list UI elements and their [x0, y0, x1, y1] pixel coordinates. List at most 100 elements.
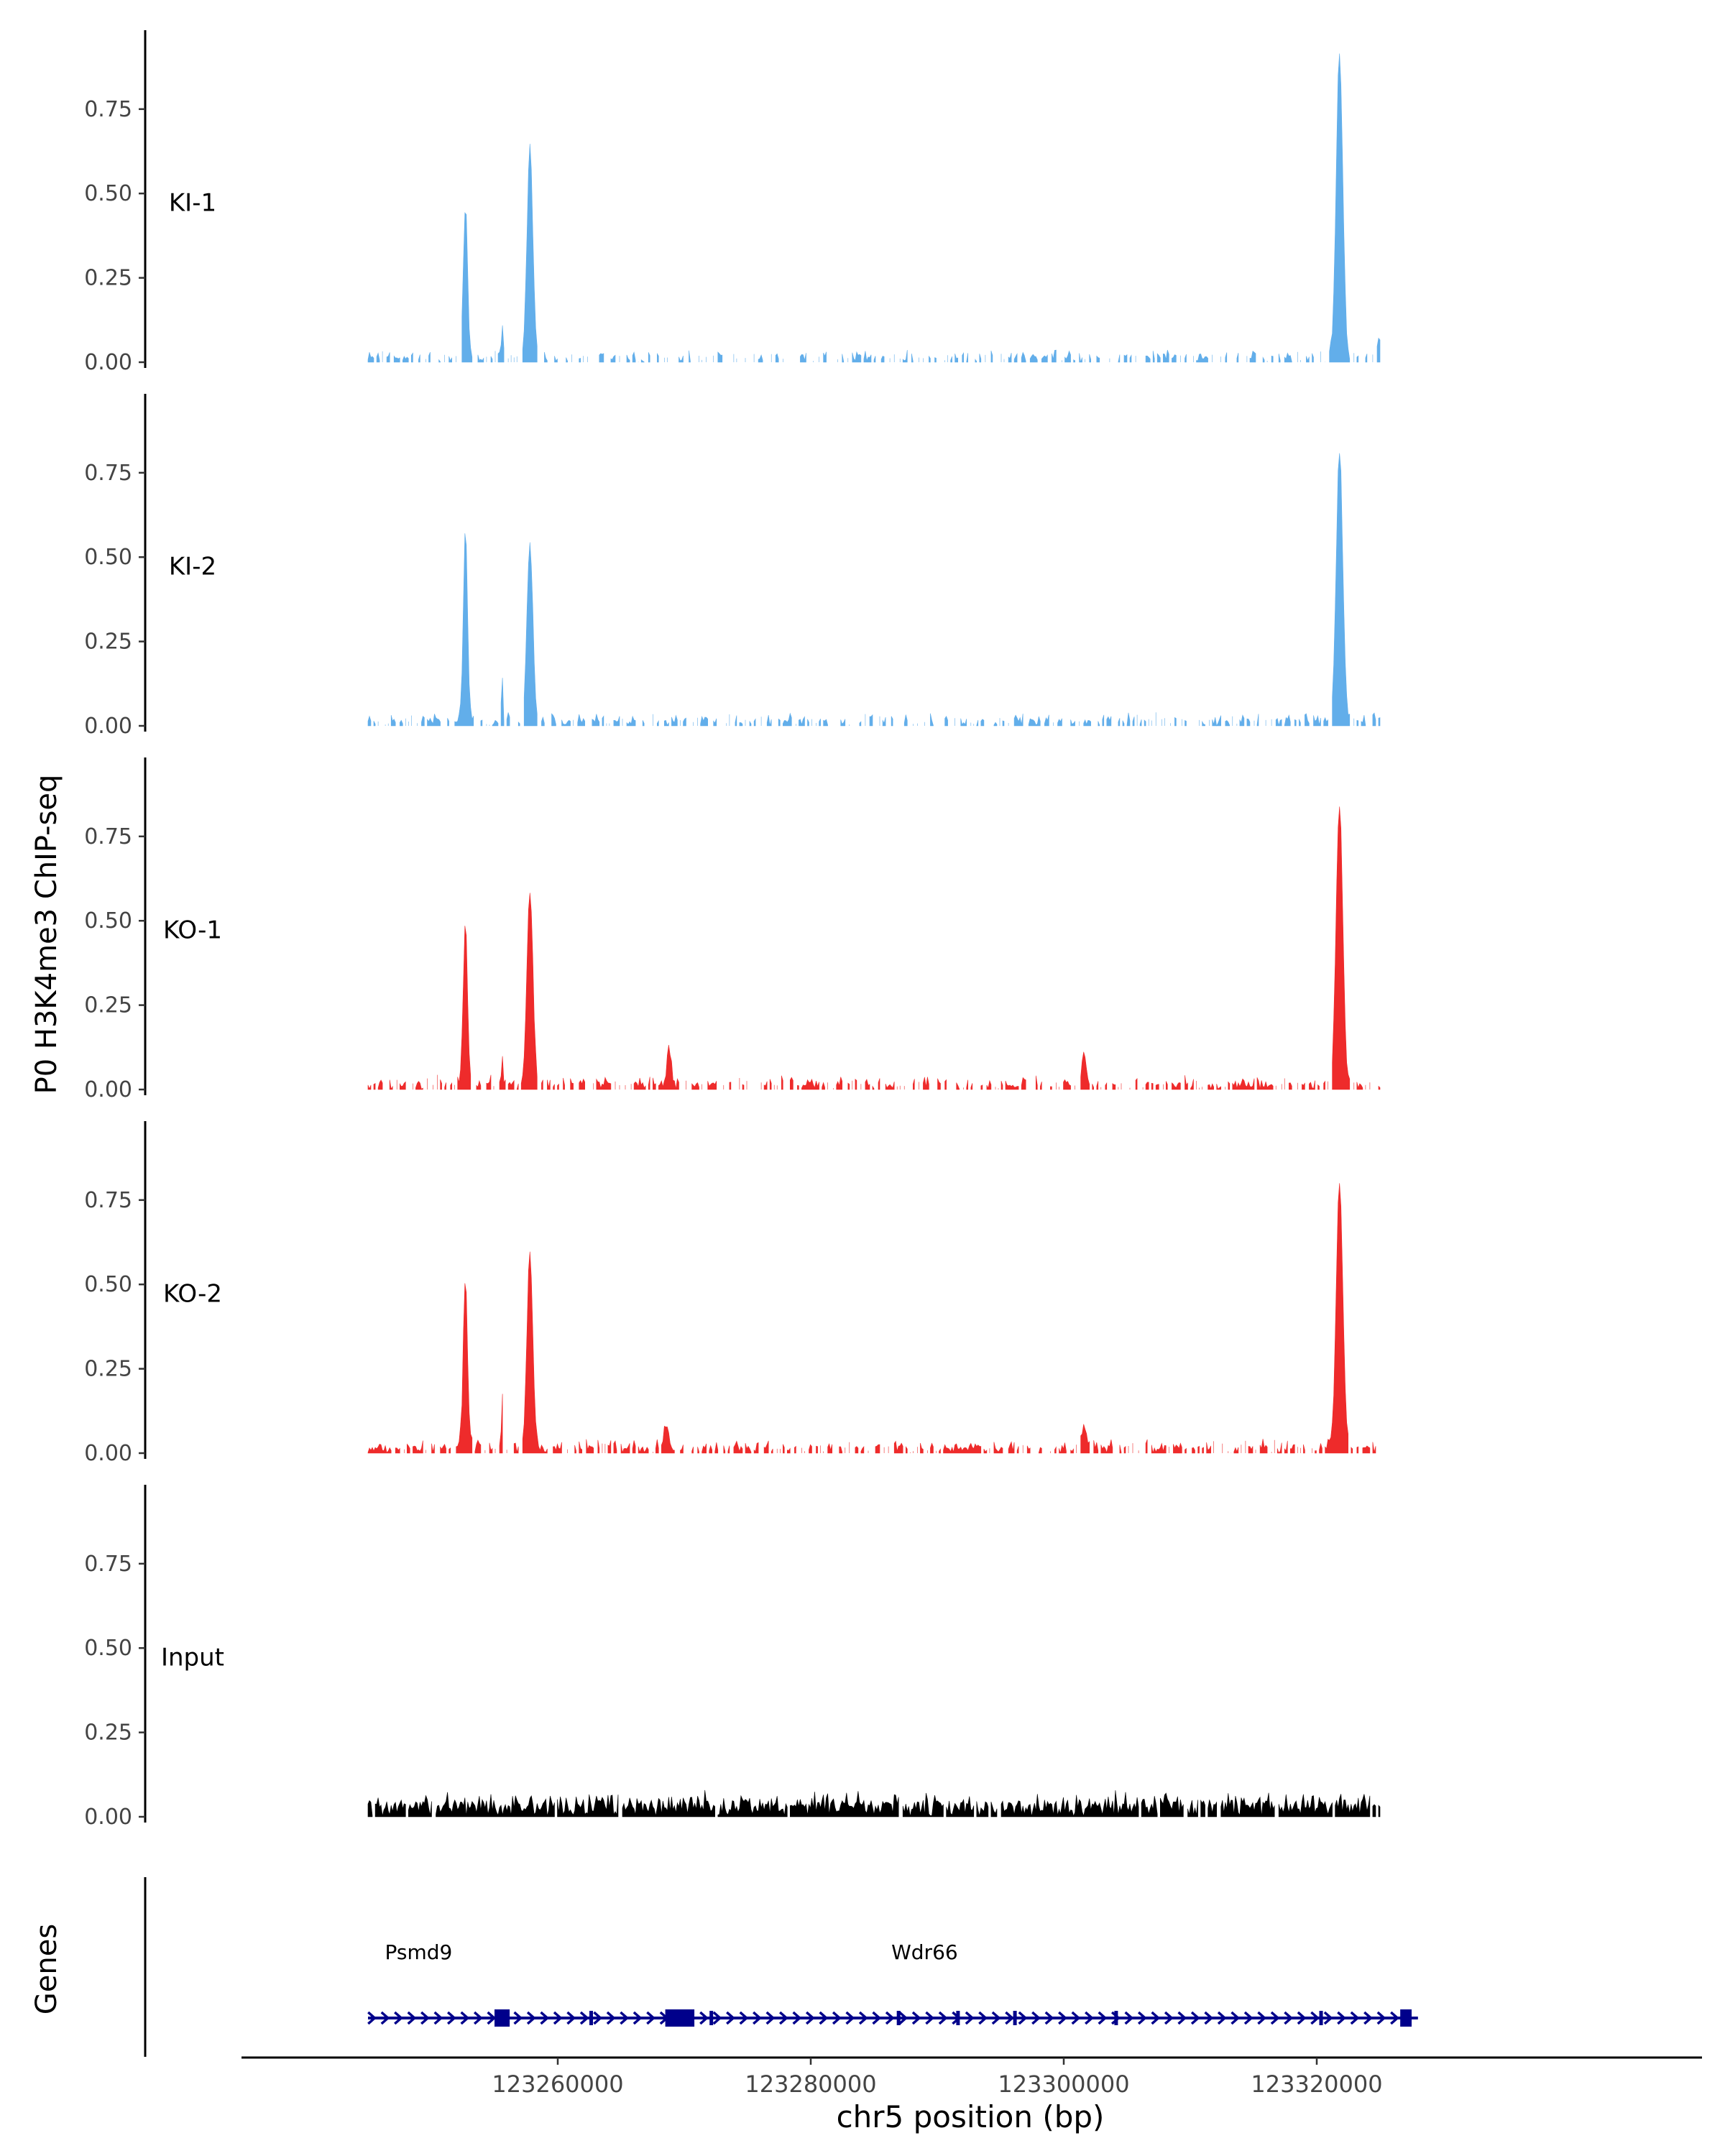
strand-arrow — [1376, 2011, 1386, 2025]
exon — [494, 2009, 510, 2027]
x-tick-label: 123300000 — [998, 2070, 1129, 2098]
x-tick-label: 123280000 — [745, 2070, 876, 2098]
x-tick-label: 123260000 — [492, 2070, 623, 2098]
strand-arrow — [579, 2011, 589, 2025]
strand-arrow — [1363, 2011, 1373, 2025]
strand-arrow — [620, 2011, 630, 2025]
y-tick-label: 0.50 — [84, 181, 132, 206]
y-tick-label: 0.00 — [84, 350, 132, 375]
y-tick-label: 0.50 — [84, 1272, 132, 1297]
exon — [1319, 2011, 1323, 2025]
strand-arrow — [593, 2011, 603, 2025]
strand-arrow — [513, 2011, 523, 2025]
track-label: Input — [161, 1643, 224, 1672]
strand-arrow — [487, 2011, 497, 2025]
exon — [1400, 2009, 1412, 2027]
x-axis-title: chr5 position (bp) — [837, 2099, 1105, 2134]
x-axis: 123260000 123280000 123300000 123320000 — [242, 2056, 1702, 2098]
strand-arrow — [805, 2011, 815, 2025]
strand-arrow — [832, 2011, 842, 2025]
y-tick-label: 0.25 — [84, 993, 132, 1018]
exon — [1013, 2011, 1017, 2025]
strand-arrow — [394, 2011, 403, 2025]
strand-arrow — [473, 2011, 483, 2025]
strand-arrow — [965, 2011, 975, 2025]
strand-arrow — [1058, 2011, 1067, 2025]
track-label: KI-2 — [169, 552, 216, 581]
strand-arrow — [753, 2011, 762, 2025]
exon — [589, 2011, 593, 2025]
strand-arrow — [367, 2011, 377, 2025]
strand-arrow — [1031, 2011, 1041, 2025]
track-label: KI-1 — [169, 188, 216, 217]
gene-label: Wdr66 — [891, 1940, 958, 1964]
gene-label: Psmd9 — [385, 1940, 452, 1964]
y-tick-label: 0.75 — [84, 824, 132, 849]
strand-arrow — [1164, 2011, 1174, 2025]
strand-arrow — [1098, 2011, 1108, 2025]
strand-arrow — [460, 2011, 470, 2025]
y-tick-label: 0.50 — [84, 545, 132, 570]
strand-arrow — [699, 2011, 709, 2025]
strand-arrow — [898, 2011, 908, 2025]
strand-arrow — [1044, 2011, 1054, 2025]
strand-arrow — [1230, 2011, 1241, 2025]
strand-arrow — [606, 2011, 616, 2025]
strand-arrow — [646, 2011, 656, 2025]
strand-arrow — [1323, 2011, 1333, 2025]
strand-arrow — [1204, 2011, 1214, 2025]
strand-arrow — [1217, 2011, 1227, 2025]
strand-arrow — [712, 2011, 722, 2025]
strand-arrow — [1350, 2011, 1360, 2025]
y-tick-label: 0.25 — [84, 1357, 132, 1382]
y-tick-label: 0.75 — [84, 1188, 132, 1213]
track-ko-1: 0.00 0.25 0.50 0.75 KO-1 — [84, 757, 1381, 1102]
strand-arrow — [1018, 2011, 1028, 2025]
y-tick-label: 0.75 — [84, 1552, 132, 1577]
track-ko-2: 0.00 0.25 0.50 0.75 KO-2 — [84, 1121, 1376, 1466]
strand-arrow — [858, 2011, 868, 2025]
strand-arrow — [433, 2011, 443, 2025]
y-tick-label: 0.00 — [84, 1077, 132, 1102]
strand-arrow — [1310, 2011, 1320, 2025]
strand-arrow — [566, 2011, 576, 2025]
signal-area-input — [367, 1789, 1381, 1818]
strand-arrow — [978, 2011, 988, 2025]
genes-panel-title: Genes — [30, 1924, 63, 2014]
y-tick-label: 0.25 — [84, 630, 132, 655]
track-ki-2: 0.00 0.25 0.50 0.75 KI-2 — [84, 394, 1381, 739]
strand-arrow — [726, 2011, 735, 2025]
exon — [1114, 2011, 1118, 2025]
strand-arrow — [872, 2011, 882, 2025]
strand-arrow — [1284, 2011, 1294, 2025]
strand-arrow — [792, 2011, 802, 2025]
strand-arrow — [1151, 2011, 1161, 2025]
strand-arrow — [1243, 2011, 1254, 2025]
track-label: KO-2 — [163, 1279, 222, 1308]
y-tick-label: 0.75 — [84, 461, 132, 486]
y-tick-label: 0.00 — [84, 1441, 132, 1466]
strand-arrow — [1337, 2011, 1346, 2025]
strand-arrow — [1124, 2011, 1134, 2025]
strand-arrow — [1005, 2011, 1014, 2025]
strand-arrow — [778, 2011, 788, 2025]
strand-arrow — [553, 2011, 563, 2025]
strand-arrow — [420, 2011, 430, 2025]
y-tick-label: 0.75 — [84, 97, 132, 122]
strand-arrow — [407, 2011, 417, 2025]
strand-arrow — [1110, 2011, 1121, 2025]
y-tick-label: 0.50 — [84, 908, 132, 934]
strand-arrow — [1270, 2011, 1280, 2025]
y-tick-label: 0.25 — [84, 1720, 132, 1746]
y-tick-label: 0.00 — [84, 1805, 132, 1830]
exon — [956, 2011, 960, 2025]
strand-arrow — [1177, 2011, 1187, 2025]
strand-arrow — [1390, 2011, 1399, 2025]
strand-arrow — [380, 2011, 390, 2025]
strand-arrow — [632, 2011, 643, 2025]
strand-arrow — [1137, 2011, 1147, 2025]
strand-arrow — [1071, 2011, 1081, 2025]
signal-area-ki-1 — [367, 53, 1381, 363]
strand-arrow — [991, 2011, 1001, 2025]
signal-area-ko-2 — [367, 1183, 1376, 1454]
